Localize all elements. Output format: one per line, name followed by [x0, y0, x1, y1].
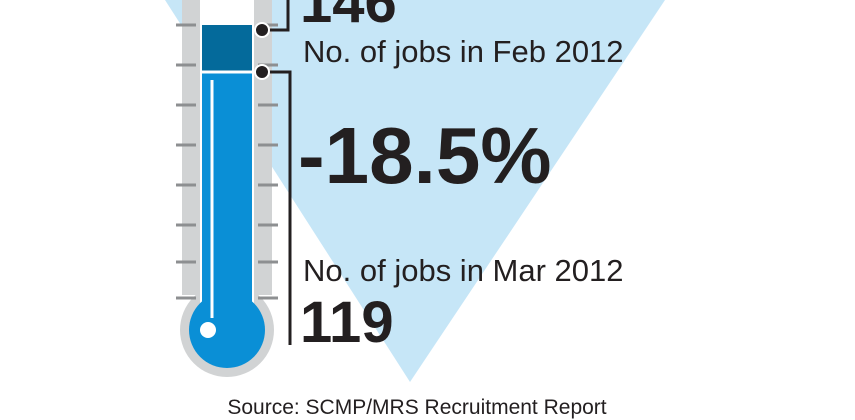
top-value: 146	[300, 0, 397, 35]
source: Source: SCMP/MRS Recruitment Report	[227, 396, 606, 419]
thermometer	[176, 0, 278, 377]
scale-ticks	[176, 23, 278, 300]
pointer-dot	[254, 64, 270, 80]
bottom-label: No. of jobs in Mar 2012	[303, 253, 624, 288]
brackets	[262, 0, 292, 345]
change-percent: -18.5%	[298, 111, 551, 200]
bottom-value: 119	[300, 290, 394, 355]
top-label: No. of jobs in Feb 2012	[303, 34, 624, 69]
level-mar	[202, 72, 252, 322]
level-feb	[202, 25, 252, 72]
bulb-highlight	[200, 322, 216, 338]
pointer-dot	[254, 22, 270, 38]
